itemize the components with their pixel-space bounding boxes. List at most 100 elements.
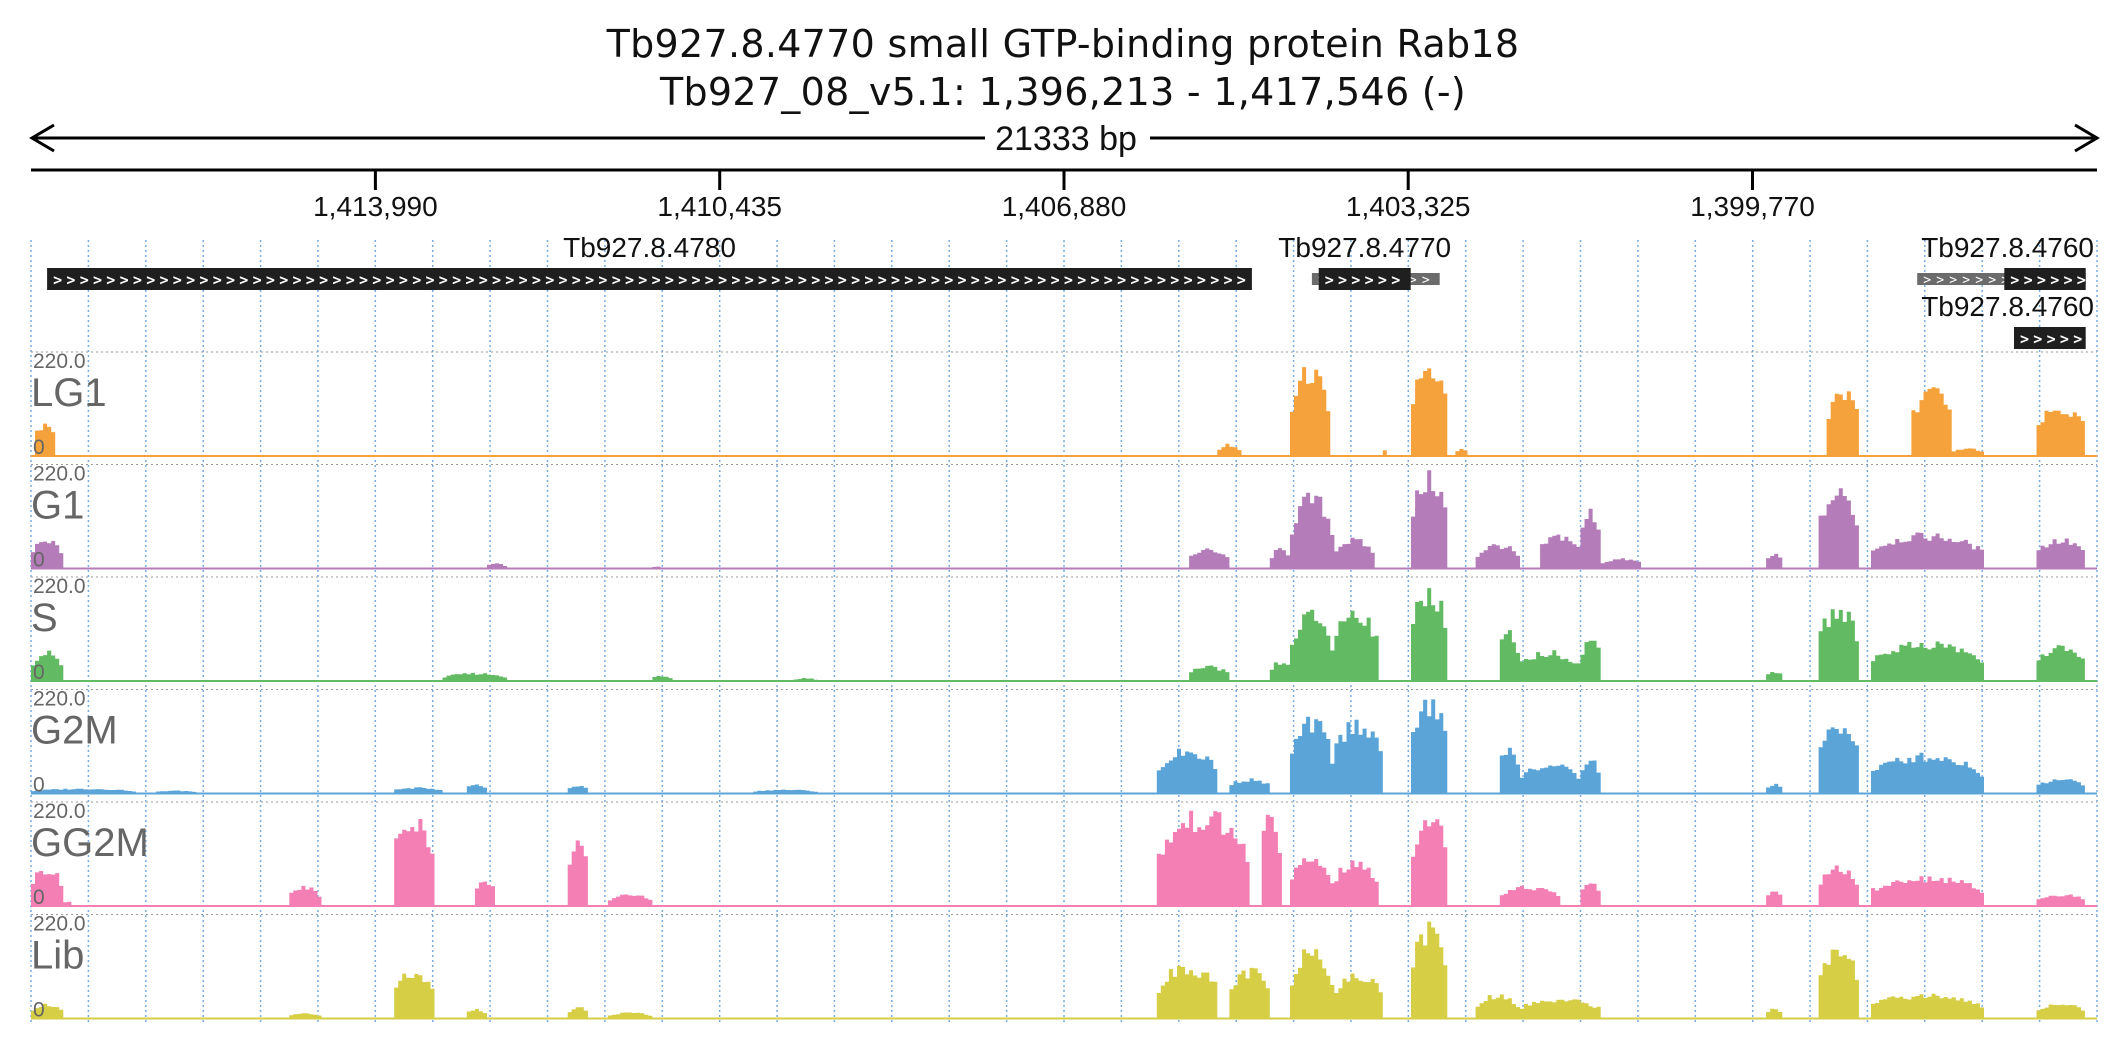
ruler-tick-label: 1,399,770 bbox=[1690, 191, 1815, 222]
strand-arrow-icon: > bbox=[665, 271, 674, 289]
strand-arrow-icon: > bbox=[66, 271, 75, 289]
strand-arrow-icon: > bbox=[386, 271, 395, 289]
strand-arrow-icon: > bbox=[1224, 271, 1233, 289]
ruler-tick-label: 1,403,325 bbox=[1346, 191, 1471, 222]
strand-arrow-icon: > bbox=[585, 271, 594, 289]
strand-arrow-icon: > bbox=[532, 271, 541, 289]
strand-arrow-icon: > bbox=[1130, 271, 1139, 289]
gene-label[interactable]: Tb927.8.4760 bbox=[1921, 291, 2094, 322]
strand-arrow-icon: > bbox=[918, 271, 927, 289]
gene-feature[interactable]: > > > > > > > > > > > > > > > > > > > > > > > > > > > > > > > > > > > > > > > >… bbox=[47, 232, 1252, 290]
grid-lines bbox=[30, 240, 2098, 1025]
strand-arrow-icon: > bbox=[891, 271, 900, 289]
strand-arrow-icon: > bbox=[1197, 271, 1206, 289]
strand-arrow-icon: > bbox=[492, 271, 501, 289]
strand-arrow-icon: > bbox=[2047, 330, 2056, 348]
strand-arrow-icon: > bbox=[984, 271, 993, 289]
strand-arrow-icon: > bbox=[253, 271, 262, 289]
strand-arrow-icon: > bbox=[505, 271, 514, 289]
track-max-label: 220.0 bbox=[33, 575, 86, 598]
strand-arrow-icon: > bbox=[944, 271, 953, 289]
gene-label[interactable]: Tb927.8.4780 bbox=[563, 232, 736, 263]
coverage-area bbox=[31, 699, 2097, 794]
strand-arrow-icon: > bbox=[1949, 273, 1957, 288]
gene-body[interactable] bbox=[1318, 268, 1411, 290]
gene-label[interactable]: Tb927.8.4770 bbox=[1278, 232, 1451, 263]
track-name: GG2M bbox=[31, 821, 149, 865]
strand-arrow-icon: > bbox=[1962, 273, 1970, 288]
strand-arrow-icon: > bbox=[745, 271, 754, 289]
strand-arrow-icon: > bbox=[133, 271, 142, 289]
coverage-track-s: 220.0S 0 bbox=[31, 575, 2097, 684]
strand-arrow-icon: > bbox=[1409, 273, 1417, 288]
strand-arrow-icon: > bbox=[2064, 271, 2073, 289]
strand-arrow-icon: > bbox=[239, 271, 248, 289]
strand-arrow-icon: > bbox=[1365, 271, 1374, 289]
gene-feature[interactable]: >>>>>>>>>>>>>>>Tb927.8.4770 bbox=[1278, 232, 1451, 290]
strand-arrow-icon: > bbox=[2033, 330, 2042, 348]
gene-body[interactable] bbox=[2014, 327, 2086, 349]
track-max-label: 220.0 bbox=[33, 350, 86, 373]
strand-arrow-icon: > bbox=[412, 271, 421, 289]
coverage-area bbox=[31, 921, 2097, 1019]
genomic-location: Tb927_08_v5.1: 1,396,213 - 1,417,546 (-) bbox=[659, 70, 1467, 114]
gene-feature[interactable]: > > > > >Tb927.8.4760 bbox=[1921, 291, 2094, 349]
strand-arrow-icon: > bbox=[465, 271, 474, 289]
strand-arrow-icon: > bbox=[638, 271, 647, 289]
strand-arrow-icon: > bbox=[1378, 271, 1387, 289]
strand-arrow-icon: > bbox=[1184, 271, 1193, 289]
position-ruler: 1,413,990 1,410,435 1,406,880 1,403,325 1,39… bbox=[313, 170, 1815, 222]
strand-arrow-icon: > bbox=[1091, 271, 1100, 289]
track-min-label: 0 bbox=[33, 549, 45, 572]
strand-arrow-icon: > bbox=[1077, 271, 1086, 289]
gene-body[interactable] bbox=[2004, 268, 2086, 290]
strand-arrow-icon: > bbox=[811, 271, 820, 289]
strand-arrow-icon: > bbox=[186, 271, 195, 289]
track-name: G1 bbox=[31, 484, 84, 528]
gene-annotation-track[interactable]: > > > > > > > > > > > > > > > > > > > > > > > > > > > > > > > > > > > > > > > >… bbox=[47, 232, 2094, 349]
arrow-left-icon bbox=[29, 123, 55, 153]
gene-body[interactable] bbox=[47, 268, 1252, 290]
strand-arrow-icon: > bbox=[545, 271, 554, 289]
strand-arrow-icon: > bbox=[213, 271, 222, 289]
strand-arrow-icon: > bbox=[346, 271, 355, 289]
track-min-label: 0 bbox=[33, 436, 45, 459]
strand-arrow-icon: > bbox=[1422, 273, 1430, 288]
track-name: S bbox=[31, 596, 58, 640]
strand-arrow-icon: > bbox=[452, 271, 461, 289]
strand-arrow-icon: > bbox=[1338, 271, 1347, 289]
strand-arrow-icon: > bbox=[997, 271, 1006, 289]
strand-arrow-icon: > bbox=[1237, 271, 1246, 289]
gene-feature[interactable]: >>>>>>>>>>>>>>>>>>>Tb927.8.4760 bbox=[1917, 232, 2094, 290]
strand-arrow-icon: > bbox=[1391, 271, 1400, 289]
strand-arrow-icon: > bbox=[878, 271, 887, 289]
strand-arrow-icon: > bbox=[1936, 273, 1944, 288]
strand-arrow-icon: > bbox=[825, 271, 834, 289]
strand-arrow-icon: > bbox=[426, 271, 435, 289]
strand-arrow-icon: > bbox=[372, 271, 381, 289]
strand-arrow-icon: > bbox=[2060, 330, 2069, 348]
strand-arrow-icon: > bbox=[718, 271, 727, 289]
strand-arrow-icon: > bbox=[2073, 330, 2082, 348]
strand-arrow-icon: > bbox=[199, 271, 208, 289]
strand-arrow-icon: > bbox=[958, 271, 967, 289]
strand-arrow-icon: > bbox=[572, 271, 581, 289]
strand-arrow-icon: > bbox=[173, 271, 182, 289]
strand-arrow-icon: > bbox=[519, 271, 528, 289]
strand-arrow-icon: > bbox=[1157, 271, 1166, 289]
strand-arrow-icon: > bbox=[1210, 271, 1219, 289]
strand-arrow-icon: > bbox=[1051, 271, 1060, 289]
strand-arrow-icon: > bbox=[851, 271, 860, 289]
strand-arrow-icon: > bbox=[279, 271, 288, 289]
strand-arrow-icon: > bbox=[971, 271, 980, 289]
strand-arrow-icon: > bbox=[93, 271, 102, 289]
strand-arrow-icon: > bbox=[332, 271, 341, 289]
ruler-tick-label: 1,410,435 bbox=[657, 191, 782, 222]
strand-arrow-icon: > bbox=[904, 271, 913, 289]
gene-label[interactable]: Tb927.8.4760 bbox=[1921, 232, 2094, 263]
strand-arrow-icon: > bbox=[319, 271, 328, 289]
strand-arrow-icon: > bbox=[652, 271, 661, 289]
strand-arrow-icon: > bbox=[612, 271, 621, 289]
